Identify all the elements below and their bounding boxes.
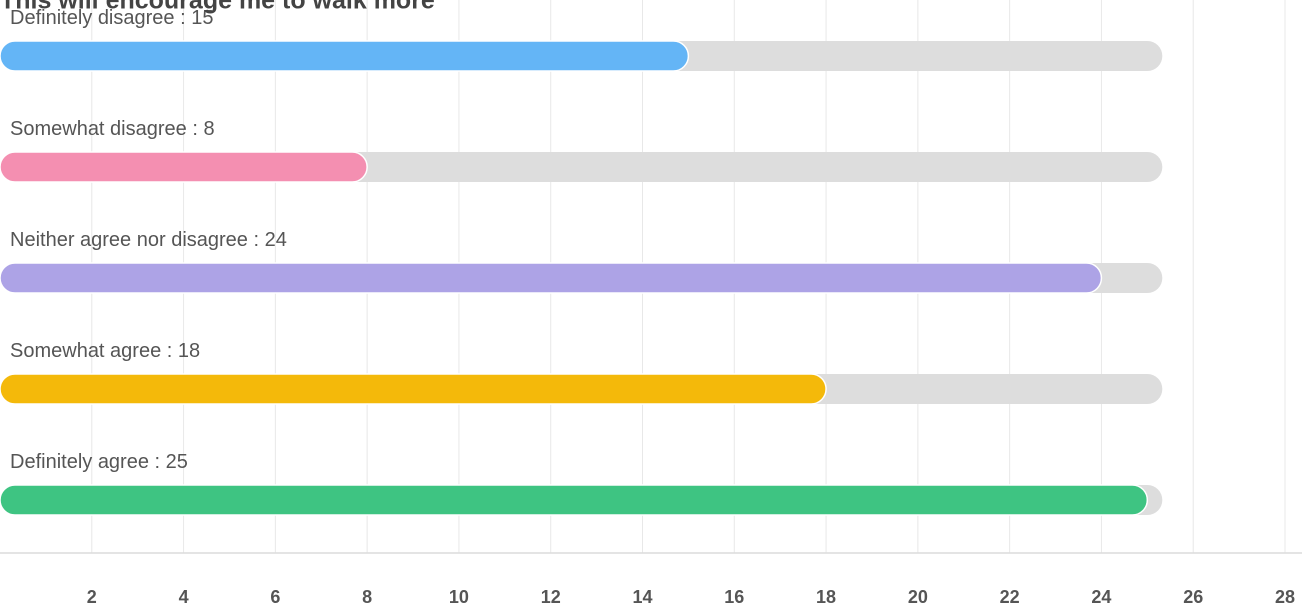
value-label: : 15 (175, 7, 214, 29)
x-tick-label: 20 (908, 587, 928, 607)
bar-label: Neither agree nor disagree : 24 (10, 229, 287, 251)
bar (0, 373, 827, 405)
x-tick-label: 26 (1183, 587, 1203, 607)
bar (0, 484, 1149, 516)
x-tick-label: 2 (87, 587, 97, 607)
chart-title: This will encourage me to walk more (0, 0, 435, 15)
x-tick-label: 12 (541, 587, 561, 607)
x-tick-label: 8 (362, 587, 372, 607)
value-label: : 8 (187, 118, 215, 140)
bar-label: Definitely disagree : 15 (10, 7, 213, 29)
bar (0, 262, 1103, 294)
x-tick-label: 24 (1091, 587, 1111, 607)
x-tick-label: 4 (179, 587, 189, 607)
bar-label: Somewhat disagree : 8 (10, 118, 215, 140)
category-label: Definitely disagree (10, 7, 175, 29)
x-tick-label: 16 (724, 587, 744, 607)
x-tick-label: 28 (1275, 587, 1295, 607)
x-tick-label: 6 (270, 587, 280, 607)
x-tick-label: 18 (816, 587, 836, 607)
x-tick-label: 22 (1000, 587, 1020, 607)
bar (0, 40, 690, 72)
category-label: Neither agree nor disagree (10, 229, 248, 251)
category-label: Definitely agree (10, 451, 149, 473)
value-label: : 18 (161, 340, 200, 362)
category-label: Somewhat disagree (10, 118, 187, 140)
bar-label: Somewhat agree : 18 (10, 340, 200, 362)
category-label: Somewhat agree (10, 340, 161, 362)
bar-label: Definitely agree : 25 (10, 451, 188, 473)
value-label: : 25 (149, 451, 188, 473)
bar (0, 151, 368, 183)
x-tick-label: 14 (632, 587, 652, 607)
x-tick-label: 10 (449, 587, 469, 607)
value-label: : 24 (248, 229, 287, 251)
bars: Definitely disagree : 15 Somewhat disagre… (0, 7, 1163, 516)
